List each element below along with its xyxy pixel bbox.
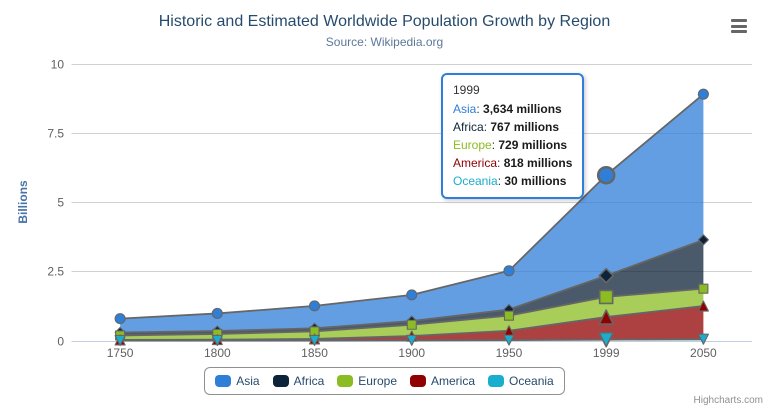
x-axis-label: 1850 (301, 346, 328, 360)
y-axis-label: 2.5 (47, 265, 64, 279)
tooltip-series-value: 30 millions (504, 174, 567, 188)
point-asia-1900[interactable] (406, 289, 418, 301)
point-europe-2050[interactable] (698, 283, 709, 294)
y-axis-label: 0 (57, 335, 64, 349)
legend-item-africa[interactable]: Africa (272, 374, 325, 388)
tooltip-row: Europe: 729 millions (453, 138, 568, 152)
export-menu-button[interactable] (729, 17, 751, 35)
point-oceania-1999[interactable] (598, 331, 614, 348)
point-asia-1999[interactable] (596, 165, 616, 185)
x-axis-label: 1999 (593, 346, 620, 360)
point-oceania-1900[interactable] (406, 334, 418, 346)
legend-box: Asia Africa Europe America Oceania (204, 367, 565, 395)
chart-title: Historic and Estimated Worldwide Populat… (158, 13, 611, 30)
tooltip-series-name: Europe (453, 138, 492, 152)
point-oceania-2050[interactable] (697, 333, 709, 345)
point-oceania-1850[interactable] (308, 334, 321, 346)
point-america-1999[interactable] (598, 309, 614, 325)
y-axis-label: 10 (51, 58, 65, 72)
point-asia-1850[interactable] (308, 300, 321, 312)
tooltip-series-name: Asia (453, 102, 477, 116)
tooltip-series-name: Oceania (453, 174, 498, 188)
legend: Asia Africa Europe America Oceania (0, 367, 769, 395)
legend-swatch-icon (410, 375, 426, 387)
legend-label: Europe (358, 374, 397, 388)
legend-item-oceania[interactable]: Oceania (488, 374, 554, 388)
point-america-2050[interactable] (697, 300, 709, 312)
x-axis-label: 1800 (204, 346, 231, 360)
tooltip-row: Asia: 3,634 millions (453, 102, 562, 116)
hamburger-menu-icon (731, 19, 747, 22)
x-axis-label: 1950 (496, 346, 523, 360)
legend-swatch-icon (488, 375, 505, 387)
x-axis-label: 2050 (690, 346, 717, 360)
legend-swatch-icon (272, 375, 289, 387)
tooltip-series-name: Africa (453, 120, 484, 134)
point-africa-2050[interactable] (697, 234, 709, 246)
x-axis-label: 1900 (398, 346, 425, 360)
legend-swatch-icon (215, 375, 232, 387)
legend-item-asia[interactable]: Asia (215, 374, 260, 388)
tooltip-series-value: 729 millions (498, 138, 568, 152)
legend-swatch-icon (337, 375, 354, 387)
chart-subtitle: Source: Wikipedia.org (325, 35, 444, 49)
point-oceania-1800[interactable] (211, 334, 223, 346)
y-axis-title: Billions (16, 180, 30, 224)
point-asia-1750[interactable] (114, 313, 126, 325)
tooltip-header: 1999 (453, 83, 480, 97)
series-area-asia[interactable] (120, 94, 704, 333)
point-asia-1800[interactable] (211, 307, 223, 320)
y-axis-label: 7.5 (47, 127, 64, 141)
point-oceania-1950[interactable] (503, 334, 515, 346)
series-area-africa[interactable] (120, 239, 704, 336)
credits-link[interactable]: Highcharts.com (693, 395, 763, 406)
legend-item-america[interactable]: America (410, 374, 475, 388)
tooltip-row: Africa: 767 millions (453, 120, 560, 134)
point-asia-1950[interactable] (503, 265, 515, 277)
tooltip-series-value: 818 millions (503, 156, 573, 170)
point-europe-1950[interactable] (503, 310, 515, 321)
series-area-america[interactable] (120, 306, 704, 341)
tooltip-row: Oceania: 30 millions (453, 174, 567, 188)
tooltip-series-value: 3,634 millions (483, 102, 562, 116)
point-europe-1999[interactable] (598, 289, 614, 305)
y-axis-label: 5 (57, 196, 64, 210)
point-europe-1900[interactable] (406, 319, 417, 330)
legend-label: Asia (236, 374, 260, 388)
point-asia-2050[interactable] (697, 88, 709, 100)
legend-label: America (431, 374, 476, 388)
point-oceania-1750[interactable] (114, 334, 126, 346)
tooltip-row: America: 818 millions (453, 156, 573, 170)
tooltip-series-name: America (453, 156, 498, 170)
tooltip-series-value: 767 millions (490, 120, 560, 134)
tooltip: 1999 Asia: 3,634 millions Africa: 767 mil… (441, 73, 585, 199)
x-axis-label: 1750 (107, 346, 134, 360)
point-africa-1999[interactable] (598, 267, 614, 284)
legend-label: Africa (293, 374, 325, 388)
legend-label: Oceania (509, 374, 554, 388)
legend-item-europe[interactable]: Europe (337, 374, 397, 388)
